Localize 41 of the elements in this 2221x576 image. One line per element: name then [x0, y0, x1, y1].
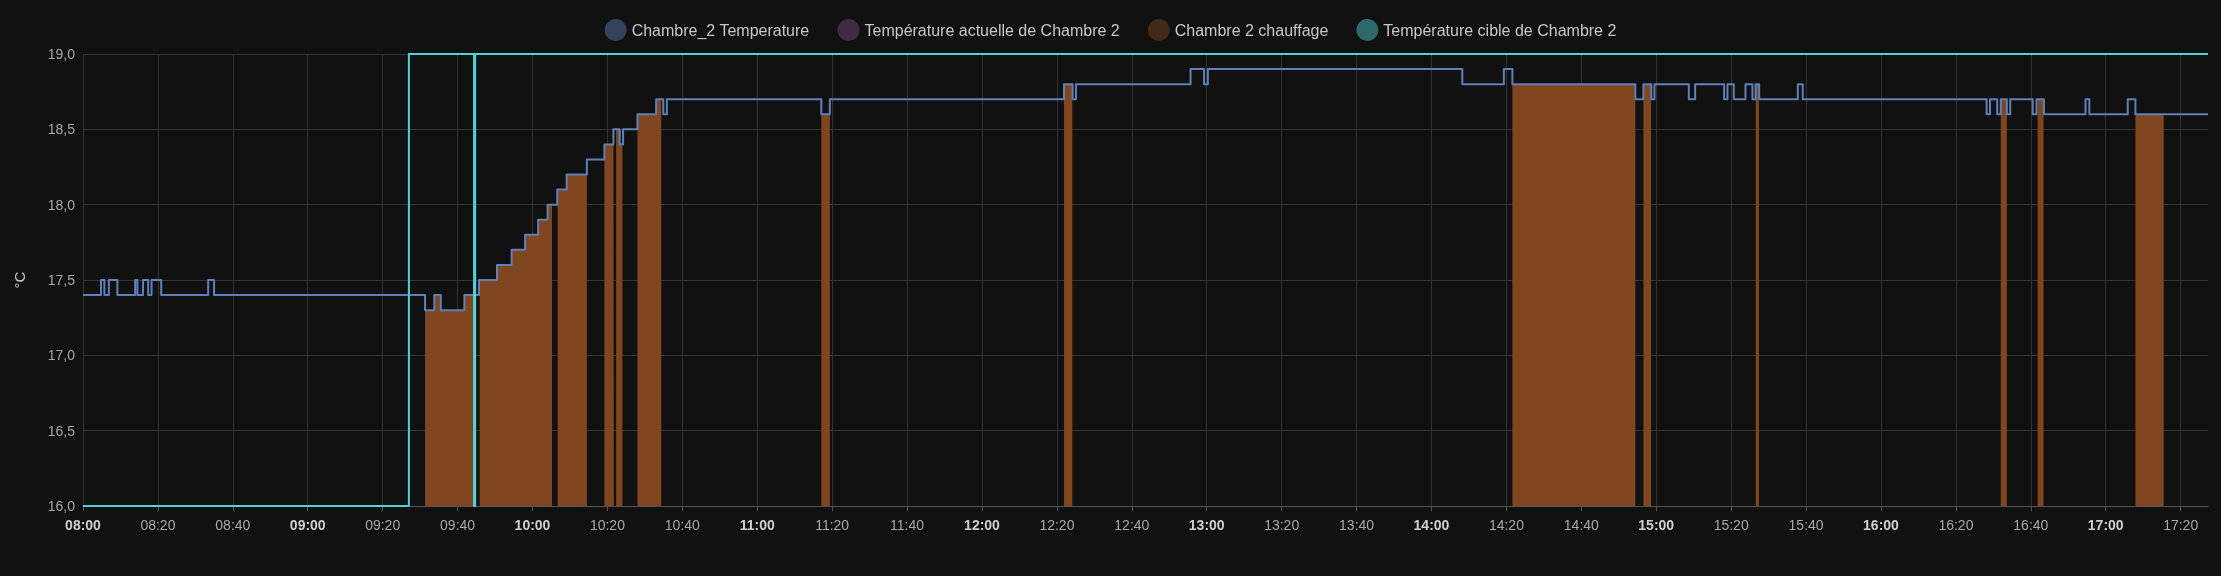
x-tick-label: 13:20 — [1264, 517, 1300, 533]
y-tick-label: 16,5 — [47, 422, 76, 439]
x-tick-label: 09:20 — [365, 517, 401, 533]
x-tick-label: 13:00 — [1188, 517, 1225, 533]
x-tick-label: 11:00 — [739, 517, 775, 533]
legend-label: Chambre_2 Temperature — [631, 21, 810, 40]
x-tick-label: 15:40 — [1788, 517, 1824, 533]
x-tick-label: 17:20 — [2163, 517, 2199, 533]
y-tick-label: 17,5 — [47, 272, 76, 288]
x-tick-label: 09:40 — [440, 517, 476, 533]
x-tick-label: 14:40 — [1563, 517, 1600, 533]
x-tick-label: 16:40 — [2013, 517, 2049, 533]
legend-label: Température cible de Chambre 2 — [1383, 21, 1617, 39]
x-tick-label: 08:20 — [140, 517, 176, 533]
x-tick-label: 14:20 — [1488, 517, 1525, 533]
x-tick-label: 11:20 — [815, 517, 850, 533]
legend-label: Chambre 2 chauffage — [1174, 21, 1329, 39]
x-tick-label: 16:00 — [1863, 517, 1900, 533]
x-tick-label: 12:20 — [1039, 517, 1075, 533]
x-tick-label: 16:20 — [1938, 517, 1974, 533]
x-tick-label: 10:40 — [664, 517, 701, 533]
x-tick-label: 08:00 — [65, 517, 102, 533]
x-tick-label: 15:00 — [1638, 517, 1675, 533]
y-tick-label: 18,5 — [47, 121, 76, 138]
x-tick-label: 09:00 — [289, 517, 326, 533]
x-tick-label: 08:40 — [215, 517, 251, 533]
x-tick-label: 10:00 — [514, 517, 551, 533]
x-tick-label: 17:00 — [2087, 517, 2124, 533]
y-tick-label: 19,0 — [47, 46, 76, 62]
legend-label: Température actuelle de Chambre 2 — [864, 21, 1120, 39]
y-axis-title: °C — [11, 271, 28, 289]
y-tick-label: 17,0 — [47, 347, 76, 364]
x-tick-label: 11:40 — [890, 517, 925, 533]
y-tick-label: 16,0 — [47, 498, 76, 514]
x-tick-label: 13:40 — [1339, 517, 1375, 533]
x-tick-label: 14:00 — [1413, 517, 1450, 533]
x-tick-label: 15:20 — [1713, 517, 1749, 533]
x-tick-label: 12:00 — [964, 517, 1001, 533]
x-tick-label: 12:40 — [1114, 517, 1150, 533]
y-tick-label: 18,0 — [47, 196, 76, 213]
x-tick-label: 10:20 — [589, 517, 626, 533]
